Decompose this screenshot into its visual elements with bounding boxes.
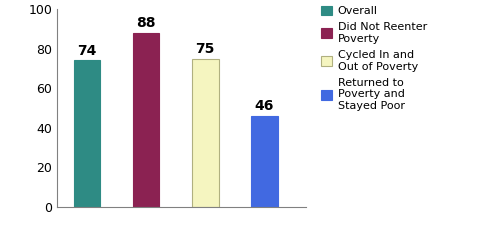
- Text: 46: 46: [255, 99, 274, 113]
- Text: 75: 75: [196, 42, 215, 56]
- Bar: [192, 58, 218, 207]
- Bar: [251, 116, 278, 207]
- Text: 88: 88: [136, 16, 156, 30]
- Bar: [133, 33, 160, 207]
- Legend: Overall, Did Not Reenter
Poverty, Cycled In and
Out of Poverty, Returned to
Pove: Overall, Did Not Reenter Poverty, Cycled…: [321, 6, 427, 111]
- Text: 74: 74: [77, 43, 97, 58]
- Bar: [74, 61, 100, 207]
